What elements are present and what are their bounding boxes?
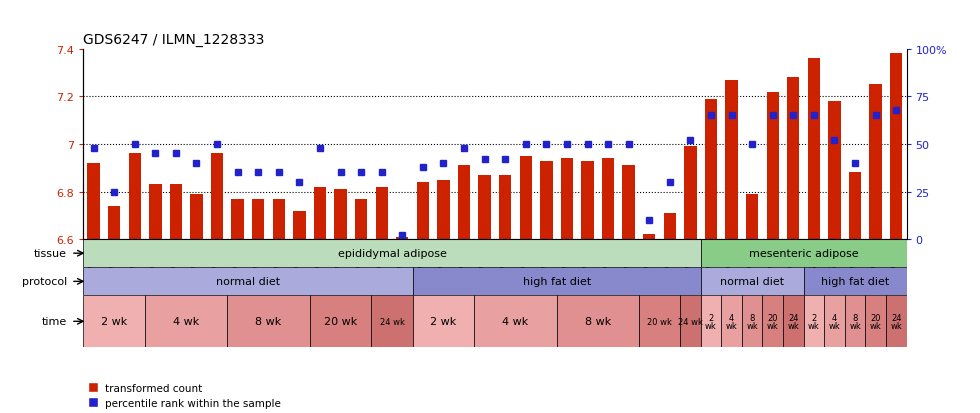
Bar (663, 214, 676, 240)
Bar (87, 164, 100, 240)
Bar (557, 296, 639, 347)
Bar (190, 195, 203, 240)
Text: 4
wk: 4 wk (829, 313, 840, 330)
Bar (824, 296, 845, 347)
Bar (83, 296, 145, 347)
Bar (561, 159, 573, 240)
Bar (211, 154, 223, 240)
Bar (845, 296, 865, 347)
Text: 2 wk: 2 wk (101, 316, 127, 327)
Text: 4
wk: 4 wk (726, 313, 737, 330)
Text: 8
wk: 8 wk (850, 313, 860, 330)
Bar (746, 195, 759, 240)
Bar (766, 93, 779, 240)
Bar (804, 268, 906, 296)
Text: 20 wk: 20 wk (324, 316, 357, 327)
Bar (293, 211, 306, 240)
Bar (371, 296, 413, 347)
Bar (783, 296, 804, 347)
Bar (499, 176, 512, 240)
Bar (231, 199, 244, 240)
Bar (581, 161, 594, 240)
Bar (413, 268, 701, 296)
Text: normal diet: normal diet (216, 277, 280, 287)
Text: high fat diet: high fat diet (522, 277, 591, 287)
Text: protocol: protocol (22, 277, 67, 287)
Bar (639, 296, 680, 347)
Text: 20
wk: 20 wk (767, 313, 778, 330)
Bar (478, 176, 491, 240)
Text: tissue: tissue (34, 249, 67, 259)
Text: epididymal adipose: epididymal adipose (337, 249, 447, 259)
Bar (865, 296, 886, 347)
Bar (787, 78, 800, 240)
Bar (701, 296, 721, 347)
Bar (680, 296, 701, 347)
Bar (808, 59, 820, 240)
Text: 8 wk: 8 wk (256, 316, 281, 327)
Bar (437, 180, 450, 240)
Bar (252, 199, 265, 240)
Bar (705, 100, 717, 240)
Bar (602, 159, 614, 240)
Bar (474, 296, 557, 347)
Bar (128, 154, 141, 240)
Text: 24 wk: 24 wk (379, 317, 405, 326)
Bar (310, 296, 371, 347)
Bar (458, 166, 470, 240)
Text: 2
wk: 2 wk (808, 313, 819, 330)
Bar (804, 296, 824, 347)
Bar (684, 147, 697, 240)
Text: 20 wk: 20 wk (647, 317, 672, 326)
Bar (540, 161, 553, 240)
Text: 24
wk: 24 wk (891, 313, 902, 330)
Bar (622, 166, 635, 240)
Bar (83, 240, 701, 268)
Bar (314, 188, 326, 240)
Text: 2 wk: 2 wk (430, 316, 457, 327)
Bar (519, 157, 532, 240)
Bar (701, 240, 906, 268)
Text: GDS6247 / ILMN_1228333: GDS6247 / ILMN_1228333 (83, 33, 265, 47)
Bar (701, 268, 804, 296)
Bar (828, 102, 841, 240)
Text: 8 wk: 8 wk (585, 316, 611, 327)
Bar (413, 296, 474, 347)
Bar (145, 296, 227, 347)
Text: time: time (41, 316, 67, 327)
Bar (886, 296, 907, 347)
Bar (849, 173, 861, 240)
Bar (869, 85, 882, 240)
Bar (375, 188, 388, 240)
Bar (170, 185, 182, 240)
Text: high fat diet: high fat diet (821, 277, 889, 287)
Text: 4 wk: 4 wk (173, 316, 199, 327)
Bar (334, 190, 347, 240)
Bar (227, 296, 310, 347)
Text: 4 wk: 4 wk (503, 316, 528, 327)
Bar (890, 55, 903, 240)
Legend: transformed count, percentile rank within the sample: transformed count, percentile rank withi… (88, 383, 281, 408)
Bar (83, 268, 413, 296)
Bar (742, 296, 762, 347)
Bar (721, 296, 742, 347)
Text: 8
wk: 8 wk (747, 313, 758, 330)
Bar (416, 183, 429, 240)
Text: normal diet: normal diet (720, 277, 784, 287)
Bar (725, 81, 738, 240)
Text: 24
wk: 24 wk (788, 313, 799, 330)
Text: 24 wk: 24 wk (678, 317, 703, 326)
Bar (149, 185, 162, 240)
Text: mesenteric adipose: mesenteric adipose (749, 249, 858, 259)
Bar (108, 206, 121, 240)
Bar (272, 199, 285, 240)
Bar (355, 199, 368, 240)
Bar (643, 235, 656, 240)
Bar (396, 237, 409, 240)
Bar (762, 296, 783, 347)
Text: 2
wk: 2 wk (706, 313, 716, 330)
Text: 20
wk: 20 wk (870, 313, 881, 330)
